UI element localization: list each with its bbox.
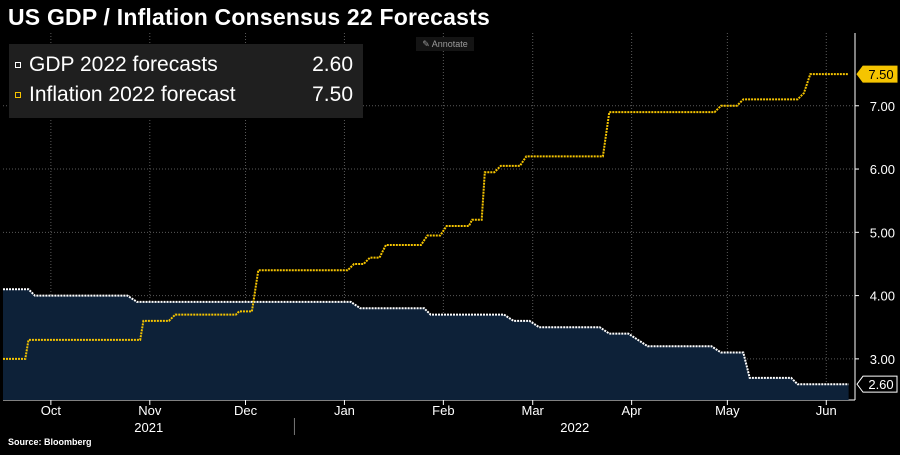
x-tick-label: Jan: [334, 403, 355, 418]
year-label-2021: 2021: [134, 420, 163, 435]
inflation-value-tag: [856, 65, 898, 83]
legend-label-gdp: GDP 2022 forecasts: [29, 53, 218, 76]
x-tick-label: Jun: [816, 403, 837, 418]
legend-marker-gdp: [15, 62, 21, 68]
y-tick-label: 7.00: [870, 99, 895, 114]
annotate-label: Annotate: [431, 39, 468, 49]
y-tick-label: 6.00: [870, 162, 895, 177]
legend-value-gdp: 2.60: [312, 53, 353, 76]
gdp-area: [3, 289, 849, 400]
chart-title: US GDP / Inflation Consensus 22 Forecast…: [8, 4, 490, 30]
y-tick-label: 4.00: [870, 289, 895, 304]
year-label-2022: 2022: [560, 420, 589, 435]
x-tick-label: Oct: [41, 403, 62, 418]
legend-item-inflation: Inflation 2022 forecast 7.50: [9, 80, 363, 110]
legend: GDP 2022 forecasts 2.60 Inflation 2022 f…: [9, 44, 363, 118]
x-tick-label: Mar: [522, 403, 545, 418]
inflation-series-line: [3, 73, 849, 360]
x-tick-label: Dec: [234, 403, 258, 418]
pencil-icon: ✎: [422, 39, 430, 49]
source-note: Source: Bloomberg: [8, 437, 92, 447]
gdp-value-tag-label: 2.60: [868, 377, 893, 392]
legend-label-inflation: Inflation 2022 forecast: [29, 83, 236, 106]
gdp-series-line: [3, 288, 849, 386]
x-tick-label: May: [715, 403, 740, 418]
x-tick-label: Feb: [432, 403, 454, 418]
legend-item-gdp: GDP 2022 forecasts 2.60: [9, 50, 363, 80]
x-tick-label: Apr: [622, 403, 643, 418]
inflation-value-tag-label: 7.50: [868, 67, 893, 82]
x-tick-label: Nov: [138, 403, 162, 418]
annotate-button[interactable]: ✎ Annotate: [416, 37, 474, 51]
legend-marker-inflation: [15, 92, 21, 98]
gdp-value-tag: [856, 375, 898, 393]
y-tick-label: 5.00: [870, 225, 895, 240]
y-tick-label: 3.00: [870, 352, 895, 367]
legend-value-inflation: 7.50: [312, 83, 353, 106]
